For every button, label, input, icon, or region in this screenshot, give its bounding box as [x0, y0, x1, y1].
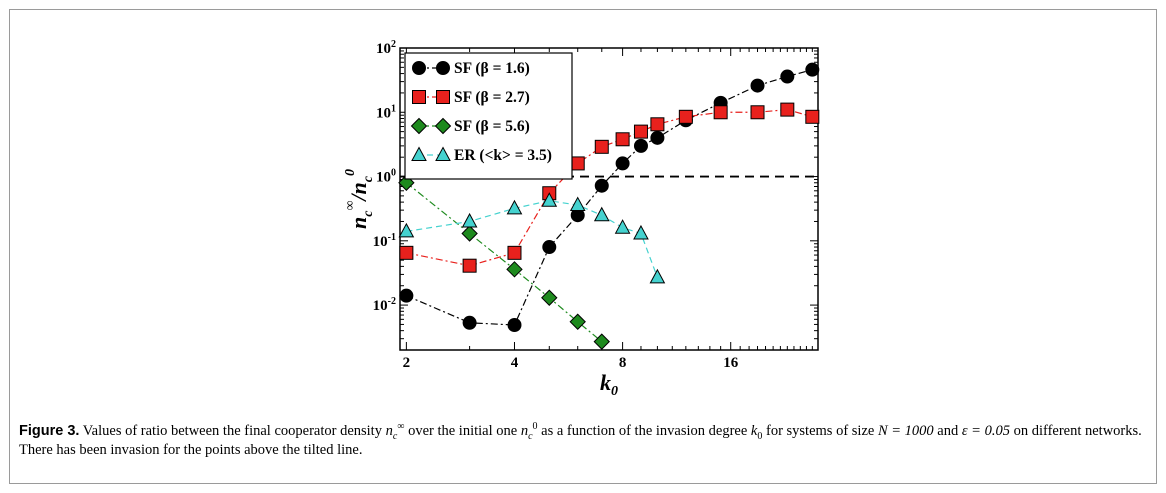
data-point-circle — [412, 61, 426, 75]
data-point-triangle — [593, 206, 610, 222]
data-point-triangle — [614, 219, 631, 234]
x-tick-label: 4 — [511, 355, 519, 371]
data-point-triangle — [506, 199, 523, 215]
data-point-circle — [750, 78, 765, 93]
legend-box — [404, 52, 573, 180]
y-tick-label: 100 — [376, 168, 396, 186]
data-point-triangle — [569, 196, 586, 212]
y-axis-label-text: nc∞/nc0 — [343, 169, 376, 229]
data-point-triangle — [541, 192, 558, 207]
series-diamond — [398, 174, 610, 350]
data-point-triangle — [411, 146, 427, 161]
y-tick-label: 10-2 — [373, 296, 396, 314]
data-point-square — [805, 109, 820, 124]
data-point-square — [650, 117, 665, 132]
data-point-square — [780, 102, 795, 117]
data-point-circle — [780, 69, 795, 84]
data-point-diamond — [434, 117, 452, 135]
plot-area — [399, 47, 819, 351]
data-point-square — [594, 139, 609, 154]
data-point-diamond — [506, 261, 523, 278]
data-point-diamond — [593, 333, 610, 350]
data-point-square — [633, 124, 648, 139]
data-point-circle — [436, 61, 450, 75]
data-point-diamond — [461, 225, 478, 242]
data-point-triangle — [633, 224, 649, 240]
data-point-circle — [594, 178, 609, 193]
figure-frame — [9, 9, 1157, 484]
data-point-circle — [633, 138, 648, 153]
legend: SF (β = 1.6) SF (β = 2.7) SF (β = 5.6) ER (… — [404, 52, 573, 180]
x-tick-label: 16 — [723, 355, 739, 371]
data-point-triangle — [398, 222, 415, 238]
x-tick-label: 8 — [619, 355, 627, 371]
data-point-square — [462, 258, 477, 273]
data-point-circle — [805, 62, 820, 77]
data-point-diamond — [569, 313, 586, 330]
data-point-diamond — [410, 117, 428, 135]
legend-label: ER (<k> = 3.5) — [454, 147, 552, 164]
data-point-square — [507, 245, 522, 260]
y-tick-label: 101 — [376, 103, 396, 121]
data-point-square — [678, 109, 693, 124]
y-axis-label: nc∞/nc0 — [343, 169, 376, 229]
data-point-circle — [615, 156, 630, 171]
series-square — [399, 102, 820, 273]
data-point-circle — [399, 288, 414, 303]
data-point-square — [750, 105, 765, 120]
data-point-diamond — [541, 289, 558, 306]
data-point-circle — [507, 317, 522, 332]
data-point-square — [399, 245, 414, 260]
series-circle — [399, 62, 820, 332]
data-point-square — [570, 156, 585, 171]
x-axis-label: k0 — [600, 370, 618, 399]
data-point-circle — [542, 240, 557, 255]
data-point-circle — [650, 130, 665, 145]
y-tick-label: 102 — [376, 39, 396, 57]
data-point-square — [615, 132, 630, 147]
data-point-square — [436, 90, 450, 104]
x-tick-label: 2 — [403, 355, 411, 371]
data-point-triangle — [435, 146, 451, 161]
figure-caption: Figure 3. Values of ratio between the fi… — [19, 421, 1142, 458]
data-point-square — [713, 105, 728, 120]
data-point-triangle — [461, 212, 478, 228]
data-point-square — [412, 90, 426, 104]
data-point-triangle — [649, 268, 666, 284]
legend-label: SF (β = 2.7) — [454, 89, 530, 106]
chart: 10-2 10-1 100 101 102 2 4 8 16 k0 nc∞/nc0 SF (β = 1… — [343, 39, 820, 399]
legend-label: SF (β = 5.6) — [454, 118, 530, 135]
y-tick-label: 10-1 — [373, 232, 396, 250]
data-point-circle — [462, 315, 477, 330]
legend-label: SF (β = 1.6) — [454, 60, 530, 77]
figure-label: Figure 3. — [19, 423, 80, 439]
series-triangle — [398, 192, 666, 284]
